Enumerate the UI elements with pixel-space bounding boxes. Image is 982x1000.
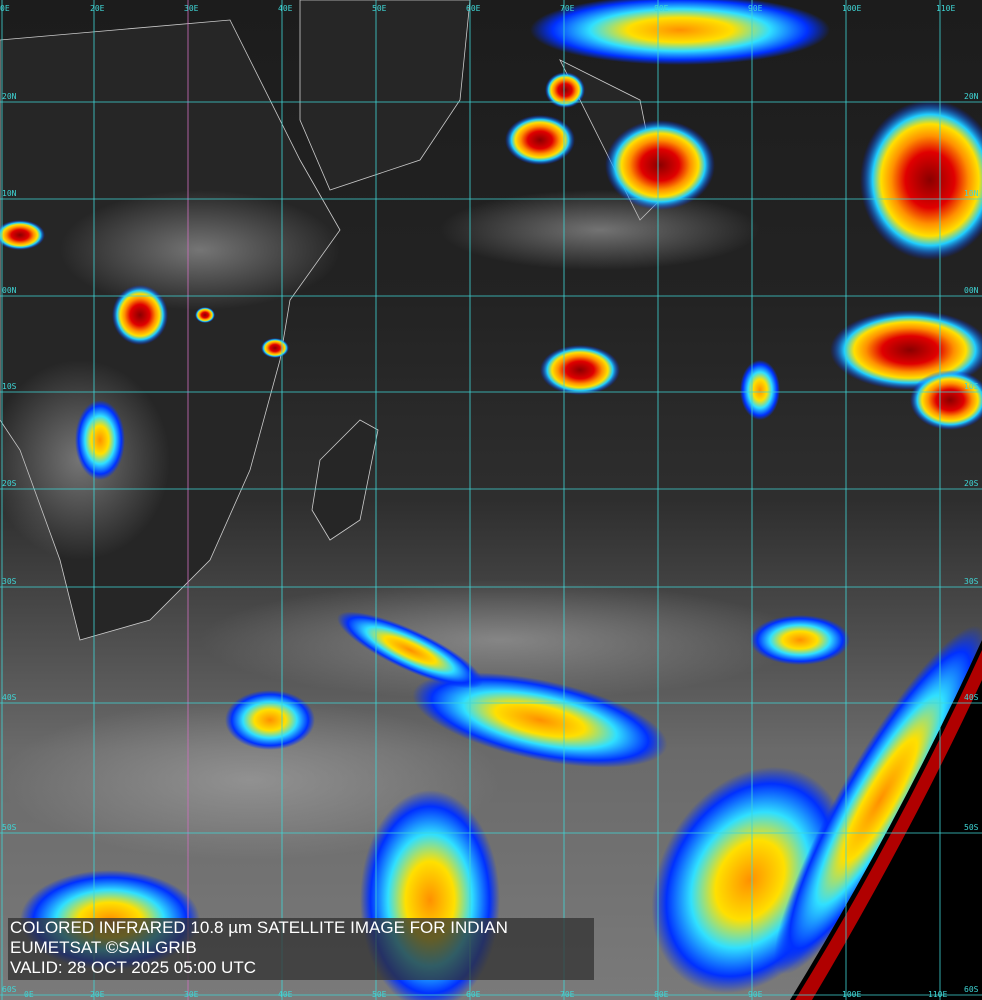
latitude-label: 00N xyxy=(2,286,17,295)
latitude-label: 50S xyxy=(2,823,17,832)
earth-limb xyxy=(790,640,982,1000)
longitude-label: 60E xyxy=(466,990,481,999)
convective-storms xyxy=(0,72,982,430)
latitude-label: 00N xyxy=(964,286,979,295)
longitude-label: 50E xyxy=(372,990,387,999)
caption-valid-time: VALID: 28 OCT 2025 05:00 UTC xyxy=(10,958,256,977)
longitude-label: 100E xyxy=(842,990,862,999)
latitude-label: 40S xyxy=(964,693,979,702)
longitude-label: 20E xyxy=(90,4,105,13)
longitude-label: 70E xyxy=(560,990,575,999)
latitude-label: 20S xyxy=(2,479,17,488)
latitude-label: 10S xyxy=(2,382,17,391)
latitude-label: 50S xyxy=(964,823,979,832)
latitude-label: 10S xyxy=(964,382,979,391)
longitude-label: 90E xyxy=(748,4,763,13)
latitude-label: 20N xyxy=(2,92,17,101)
latitude-label: 10N xyxy=(964,189,979,198)
latitude-label: 60S xyxy=(2,985,17,994)
longitude-label: 70E xyxy=(560,4,575,13)
longitude-label: 80E xyxy=(654,4,669,13)
latitude-label: 40S xyxy=(2,693,17,702)
longitude-label: 0E xyxy=(24,990,34,999)
latitude-label: 20N xyxy=(964,92,979,101)
longitude-label: 20E xyxy=(90,990,105,999)
caption-source: EUMETSAT ©SAILGRIB xyxy=(10,938,197,957)
longitude-label: 30E xyxy=(184,990,199,999)
longitude-label: 40E xyxy=(278,990,293,999)
longitude-label: 100E xyxy=(842,4,862,13)
latitude-label: 10N xyxy=(2,189,17,198)
longitude-label: 90E xyxy=(748,990,763,999)
image-caption: COLORED INFRARED 10.8 µm SATELLITE IMAGE… xyxy=(8,918,594,980)
longitude-label: 110E xyxy=(928,990,948,999)
longitude-label: 0E xyxy=(0,4,10,13)
latitude-label: 30S xyxy=(964,577,979,586)
latitude-label: 60S xyxy=(964,985,979,994)
longitude-label: 80E xyxy=(654,990,669,999)
longitude-label: 30E xyxy=(184,4,199,13)
longitude-label: 60E xyxy=(466,4,481,13)
longitude-label: 50E xyxy=(372,4,387,13)
latitude-label: 30S xyxy=(2,577,17,586)
caption-title: COLORED INFRARED 10.8 µm SATELLITE IMAGE… xyxy=(10,918,508,937)
gray-clouds xyxy=(0,190,800,860)
latitude-label: 20S xyxy=(964,479,979,488)
longitude-label: 110E xyxy=(936,4,956,13)
longitude-label: 40E xyxy=(278,4,293,13)
